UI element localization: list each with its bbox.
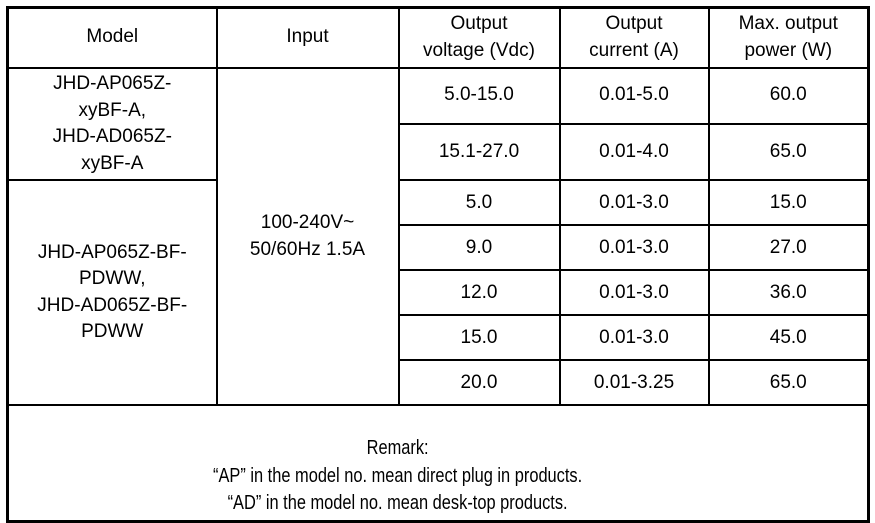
output-current-cell: 0.01-3.0 <box>558 224 710 272</box>
header-model: Model <box>6 6 218 69</box>
output-current-cell: 0.01-3.25 <box>558 359 710 407</box>
output-voltage-cell: 12.0 <box>397 269 561 317</box>
max-power-cell: 65.0 <box>707 359 870 407</box>
output-voltage-cell: 15.1-27.0 <box>397 122 561 182</box>
max-power-cell: 27.0 <box>707 224 870 272</box>
max-power-cell: 15.0 <box>707 179 870 227</box>
input-cell: 100-240V~ 50/60Hz 1.5A <box>215 66 400 407</box>
max-power-cell: 60.0 <box>707 66 870 125</box>
table-row: 15.1-27.0 0.01-4.0 65.0 <box>8 122 870 182</box>
max-power-cell: 36.0 <box>707 269 870 317</box>
table-row: JHD-AP065Z-BF- PDWW, JHD-AD065Z-BF- PDWW… <box>6 179 870 407</box>
output-current-cell: 0.01-5.0 <box>558 66 710 125</box>
max-power-cell: 65.0 <box>707 122 870 182</box>
table-row: 15.0 0.01-3.0 45.0 <box>8 314 870 362</box>
header-output-voltage: Output voltage (Vdc) <box>397 6 561 69</box>
output-voltage-cell: 20.0 <box>397 359 561 407</box>
table-row: JHD-AP065Z- xyBF-A, JHD-AD065Z- xyBF-A 1… <box>6 66 870 407</box>
remark-row: Remark: “AP” in the model no. mean direc… <box>6 404 870 523</box>
spec-table-container: Model Input Output voltage (Vdc) Output … <box>6 6 870 523</box>
output-current-cell: 0.01-3.0 <box>558 269 710 317</box>
remark-cell: Remark: “AP” in the model no. mean direc… <box>6 404 870 523</box>
output-voltage-cell: 15.0 <box>397 314 561 362</box>
remark-text: Remark: “AP” in the model no. mean direc… <box>212 436 583 515</box>
output-current-cell: 0.01-4.0 <box>558 122 710 182</box>
header-row: Model Input Output voltage (Vdc) Output … <box>6 6 870 69</box>
header-input: Input <box>215 6 400 69</box>
output-voltage-cell: 5.0 <box>397 179 561 227</box>
power-spec-table: Model Input Output voltage (Vdc) Output … <box>6 6 870 523</box>
output-current-cell: 0.01-3.0 <box>558 179 710 227</box>
header-max-output-power: Max. output power (W) <box>707 6 870 69</box>
header-output-current: Output current (A) <box>558 6 710 69</box>
model-group-2-cell: JHD-AP065Z-BF- PDWW, JHD-AD065Z-BF- PDWW <box>6 179 218 407</box>
output-voltage-cell: 5.0-15.0 <box>397 66 561 125</box>
table-row: 12.0 0.01-3.0 36.0 <box>8 269 870 317</box>
output-voltage-cell: 9.0 <box>397 224 561 272</box>
model-group-1-cell: JHD-AP065Z- xyBF-A, JHD-AD065Z- xyBF-A <box>6 66 218 182</box>
output-current-cell: 0.01-3.0 <box>558 314 710 362</box>
table-row: 20.0 0.01-3.25 65.0 <box>8 359 870 407</box>
table-row: 9.0 0.01-3.0 27.0 <box>8 224 870 272</box>
max-power-cell: 45.0 <box>707 314 870 362</box>
